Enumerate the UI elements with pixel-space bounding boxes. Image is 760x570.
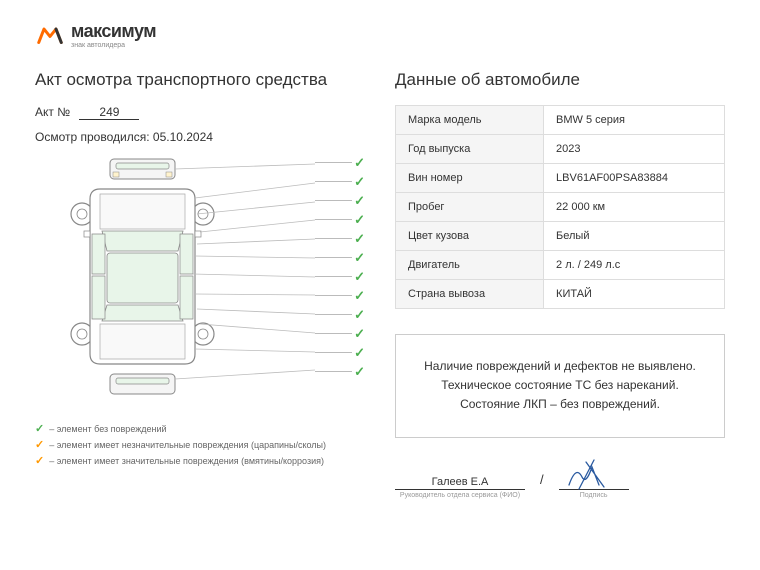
check-major-icon: ✓ [35,454,44,467]
vehicle-data-table: Марка модельBMW 5 серияГод выпуска2023Ви… [395,105,725,309]
check-item: ✓ [315,268,365,285]
legend-ok-text: – элемент без повреждений [49,424,166,434]
table-row: Вин номерLBV61AF00PSA83884 [396,164,725,193]
signature-row: Галеев Е.А Руководитель отдела сервиса (… [395,468,725,499]
act-label: Акт № [35,105,70,119]
signature-divider: / [540,472,544,499]
check-minor-icon: ✓ [35,438,44,451]
inspection-title: Акт осмотра транспортного средства [35,70,365,90]
table-row: Пробег22 000 км [396,193,725,222]
vehicle-data-title: Данные об автомобиле [395,70,725,90]
table-value: LBV61AF00PSA83884 [544,164,725,193]
check-item: ✓ [315,230,365,247]
signature-name-field: Галеев Е.А Руководитель отдела сервиса (… [395,468,525,499]
check-item: ✓ [315,173,365,190]
table-label: Двигатель [396,251,544,280]
logo: максимум знак автолидера [35,20,725,50]
table-value: 2 л. / 249 л.с [544,251,725,280]
signature-icon [564,457,624,492]
car-diagram: ✓ ✓ ✓ ✓ ✓ ✓ ✓ ✓ ✓ ✓ ✓ ✓ [35,154,365,414]
check-item: ✓ [315,325,365,342]
check-item: ✓ [315,192,365,209]
signature-name: Галеев Е.А [395,468,525,490]
signature-sign-field: Подпись [559,468,629,499]
table-label: Пробег [396,193,544,222]
legend-major: ✓ – элемент имеет значительные поврежден… [35,454,365,467]
signature-name-label: Руководитель отдела сервиса (ФИО) [400,492,520,499]
check-ok-icon: ✓ [35,422,44,435]
inspect-label: Осмотр проводился: [35,130,150,144]
check-item: ✓ [315,287,365,304]
table-value: 22 000 км [544,193,725,222]
act-number: 249 [79,105,139,120]
act-number-row: Акт № 249 [35,105,365,120]
check-item: ✓ [315,363,365,380]
table-value: КИТАЙ [544,280,725,309]
table-label: Год выпуска [396,135,544,164]
check-item: ✓ [315,211,365,228]
table-value: 2023 [544,135,725,164]
legend-ok: ✓ – элемент без повреждений [35,422,365,435]
table-label: Вин номер [396,164,544,193]
table-row: Страна вывозаКИТАЙ [396,280,725,309]
legend-minor: ✓ – элемент имеет незначительные поврежд… [35,438,365,451]
check-item: ✓ [315,154,365,171]
right-column: Данные об автомобиле Марка модельBMW 5 с… [395,70,725,499]
check-item: ✓ [315,249,365,266]
legend: ✓ – элемент без повреждений ✓ – элемент … [35,422,365,467]
table-row: Цвет кузоваБелый [396,222,725,251]
logo-text: максимум [71,21,156,42]
legend-minor-text: – элемент имеет незначительные поврежден… [49,440,326,450]
notes-box: Наличие повреждений и дефектов не выявле… [395,334,725,438]
logo-mark-icon [35,20,65,50]
check-item: ✓ [315,344,365,361]
table-value: Белый [544,222,725,251]
table-label: Страна вывоза [396,280,544,309]
check-item: ✓ [315,306,365,323]
inspection-date-row: Осмотр проводился: 05.10.2024 [35,130,365,144]
table-value: BMW 5 серия [544,106,725,135]
table-row: Марка модельBMW 5 серия [396,106,725,135]
signature-sign-label: Подпись [580,492,608,499]
table-row: Двигатель2 л. / 249 л.с [396,251,725,280]
inspect-date: 05.10.2024 [153,130,213,144]
inspection-checkmarks: ✓ ✓ ✓ ✓ ✓ ✓ ✓ ✓ ✓ ✓ ✓ ✓ [315,154,365,382]
table-label: Марка модель [396,106,544,135]
table-label: Цвет кузова [396,222,544,251]
left-column: Акт осмотра транспортного средства Акт №… [35,70,365,499]
table-row: Год выпуска2023 [396,135,725,164]
legend-major-text: – элемент имеет значительные повреждения… [49,456,324,466]
logo-subtitle: знак автолидера [71,42,156,49]
